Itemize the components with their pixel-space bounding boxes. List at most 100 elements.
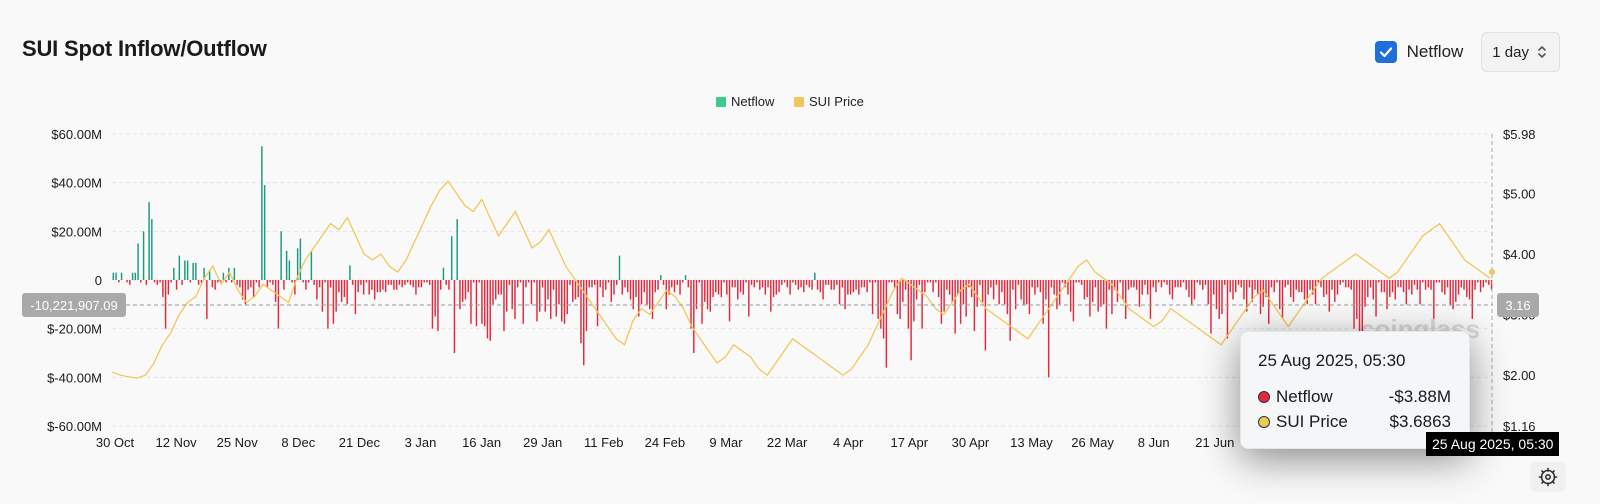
netflow-bar bbox=[492, 280, 494, 305]
legend-label: Netflow bbox=[731, 94, 775, 109]
netflow-bar bbox=[1262, 280, 1264, 307]
netflow-bar bbox=[131, 272, 134, 280]
netflow-bar bbox=[1053, 280, 1055, 295]
netflow-bar bbox=[962, 280, 965, 305]
netflow-bar bbox=[1317, 280, 1319, 283]
netflow-bar bbox=[1119, 280, 1121, 283]
netflow-bar bbox=[1207, 280, 1209, 305]
netflow-bar bbox=[561, 280, 563, 322]
netflow-bar bbox=[266, 280, 269, 288]
netflow-bar bbox=[442, 267, 445, 280]
chart-settings-button[interactable] bbox=[1530, 462, 1566, 492]
netflow-bar bbox=[1257, 280, 1259, 295]
netflow-bar bbox=[294, 280, 296, 295]
netflow-bar bbox=[401, 280, 403, 288]
netflow-bar bbox=[577, 280, 579, 298]
x-tick-label: 9 Mar bbox=[709, 435, 743, 450]
netflow-bar bbox=[354, 280, 357, 315]
netflow-toggle[interactable]: Netflow bbox=[1374, 41, 1463, 63]
netflow-checkbox[interactable] bbox=[1374, 41, 1397, 63]
netflow-bar bbox=[126, 280, 128, 283]
netflow-bar bbox=[1201, 280, 1204, 290]
netflow-bar bbox=[184, 260, 186, 280]
netflow-bar bbox=[629, 280, 632, 300]
netflow-bar bbox=[712, 280, 714, 298]
netflow-bar bbox=[398, 280, 401, 285]
netflow-bar bbox=[918, 280, 921, 285]
netflow-bar bbox=[283, 280, 285, 290]
netflow-bar bbox=[979, 280, 981, 285]
netflow-bar bbox=[805, 280, 808, 285]
netflow-bar bbox=[1226, 280, 1229, 339]
netflow-bar bbox=[808, 280, 811, 288]
x-tick-label: 17 Apr bbox=[891, 435, 929, 450]
netflow-bar bbox=[1042, 280, 1044, 324]
y-tick-label-right: $1.16 bbox=[1503, 419, 1536, 434]
netflow-bar bbox=[1378, 280, 1380, 283]
gear-icon bbox=[1538, 467, 1558, 487]
netflow-bar bbox=[1248, 280, 1251, 288]
netflow-bar bbox=[984, 280, 987, 351]
netflow-bar bbox=[819, 280, 822, 293]
netflow-bar bbox=[478, 280, 480, 283]
netflow-bar bbox=[814, 272, 816, 280]
netflow-bar bbox=[1466, 280, 1468, 298]
netflow-bar bbox=[698, 280, 701, 283]
netflow-bar bbox=[1036, 280, 1039, 288]
netflow-bar bbox=[715, 280, 717, 293]
netflow-bar bbox=[690, 280, 692, 329]
netflow-bar bbox=[772, 280, 775, 298]
netflow-bar bbox=[679, 280, 681, 295]
netflow-bar bbox=[258, 280, 260, 288]
netflow-bar bbox=[618, 255, 621, 280]
netflow-bar bbox=[951, 280, 954, 302]
netflow-bar bbox=[1190, 280, 1193, 305]
y-tick-label-left: $-40.00M bbox=[47, 370, 102, 385]
netflow-bar bbox=[426, 280, 428, 283]
netflow-bar bbox=[1438, 280, 1441, 283]
netflow-bar bbox=[932, 280, 934, 293]
netflow-bar bbox=[783, 280, 786, 283]
netflow-bar bbox=[1273, 280, 1275, 293]
y-tick-label-left: $-20.00M bbox=[47, 322, 102, 337]
netflow-bar bbox=[830, 280, 833, 290]
netflow-bar bbox=[981, 280, 984, 302]
netflow-bar bbox=[1389, 280, 1391, 298]
netflow-bar bbox=[888, 280, 890, 283]
netflow-bar bbox=[291, 280, 293, 283]
netflow-bar bbox=[1185, 280, 1187, 290]
netflow-bar bbox=[563, 280, 566, 324]
netflow-bar bbox=[1224, 280, 1226, 285]
netflow-bar bbox=[428, 280, 431, 285]
netflow-bar bbox=[489, 280, 491, 341]
netflow-bar bbox=[1292, 280, 1295, 302]
netflow-bar bbox=[1160, 280, 1163, 288]
netflow-bar bbox=[822, 280, 824, 300]
netflow-bar bbox=[566, 280, 568, 315]
netflow-bar bbox=[1468, 280, 1471, 300]
netflow-bar bbox=[360, 280, 362, 285]
sui-price-line bbox=[111, 180, 1491, 379]
y-tick-label-left: $60.00M bbox=[51, 127, 102, 142]
x-tick-label: 13 May bbox=[1010, 435, 1053, 450]
tooltip-row-label: Netflow bbox=[1276, 387, 1333, 406]
netflow-bar bbox=[1155, 280, 1157, 293]
netflow-bar bbox=[695, 280, 698, 310]
netflow-bar bbox=[415, 280, 417, 295]
netflow-bar bbox=[299, 238, 302, 280]
netflow-bar bbox=[1279, 280, 1281, 310]
interval-select[interactable]: 1 day bbox=[1481, 32, 1560, 72]
netflow-bar bbox=[1064, 280, 1066, 288]
netflow-bar bbox=[671, 280, 673, 288]
x-tick-label: 30 Apr bbox=[952, 435, 990, 450]
netflow-bar bbox=[1100, 280, 1102, 307]
netflow-bar bbox=[1424, 280, 1427, 290]
netflow-bar bbox=[167, 280, 170, 295]
netflow-bar bbox=[1171, 280, 1174, 300]
netflow-bar bbox=[1061, 280, 1064, 283]
netflow-bar bbox=[1460, 280, 1463, 288]
x-tick-label: 30 Oct bbox=[96, 435, 135, 450]
netflow-bar bbox=[976, 280, 978, 307]
netflow-bar bbox=[252, 280, 255, 298]
y-tick-label-right: $4.00 bbox=[1503, 247, 1536, 262]
